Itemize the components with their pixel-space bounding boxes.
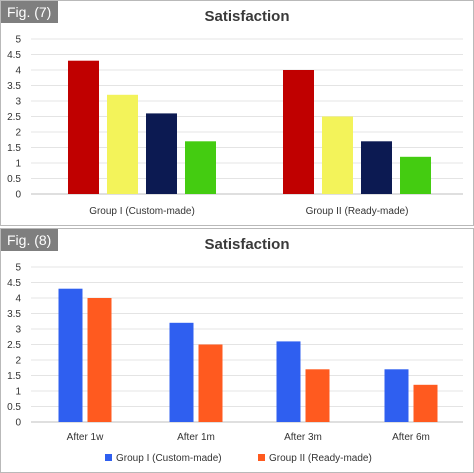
y-tick-label: 1.5: [7, 371, 21, 382]
y-tick-label: 1: [15, 159, 21, 170]
legend-swatch: [258, 454, 265, 461]
y-tick-label: 2: [15, 128, 21, 139]
chart-title: Satisfaction: [204, 236, 289, 253]
x-category-label: After 1w: [67, 432, 104, 443]
y-tick-label: 0.5: [7, 174, 21, 185]
y-tick-label: 3: [15, 325, 21, 336]
bar: [305, 369, 330, 422]
bar: [58, 288, 83, 422]
legend-swatch: [105, 454, 112, 461]
bar: [361, 141, 392, 194]
legend-label: Group II (Ready-made): [269, 453, 372, 464]
y-tick-label: 5: [15, 35, 21, 46]
y-tick-label: 2.5: [7, 112, 21, 123]
figure-7-chart: Satisfaction 0 0.5 1 1.5 2 2.5 3 3.5 4 4.5 5 Group I…: [7, 8, 463, 217]
bar: [400, 156, 431, 194]
y-tick-label: 3.5: [7, 81, 21, 92]
y-tick-label: 4.5: [7, 50, 21, 61]
x-category-label: Group I (Custom-made): [89, 206, 195, 217]
y-tick-label: 4.5: [7, 278, 21, 289]
bar: [87, 298, 112, 422]
figure-7-panel: Satisfaction 0 0.5 1 1.5 2 2.5 3 3.5 4 4.5 5 Group I…: [0, 0, 474, 226]
bar: [198, 344, 223, 422]
y-tick-label: 0: [15, 418, 21, 429]
y-tick-label: 5: [15, 263, 21, 274]
y-tick-label: 4: [15, 294, 21, 305]
x-category-label: After 6m: [392, 432, 430, 443]
chart-title: Satisfaction: [204, 8, 289, 25]
y-tick-label: 1.5: [7, 143, 21, 154]
bar: [185, 141, 216, 194]
bar: [413, 384, 438, 422]
bar: [107, 94, 138, 194]
bar: [146, 113, 177, 194]
figure-8-panel: Satisfaction 0 0.5 1 1.5 2 2.5 3 3.5 4 4.5 5 After 1…: [0, 228, 474, 473]
y-tick-label: 3: [15, 97, 21, 108]
y-tick-label: 1: [15, 387, 21, 398]
bar: [283, 70, 314, 194]
bar: [322, 116, 353, 194]
x-category-label: After 3m: [284, 432, 322, 443]
y-tick-label: 4: [15, 66, 21, 77]
bar: [384, 369, 409, 422]
y-tick-label: 0: [15, 190, 21, 201]
legend-label: Group I (Custom-made): [116, 453, 222, 464]
y-tick-label: 3.5: [7, 309, 21, 320]
x-category-label: After 1m: [177, 432, 215, 443]
figure-7-label: Fig. (7): [1, 1, 59, 23]
bar: [169, 322, 194, 422]
figure-8-label: Fig. (8): [1, 229, 59, 251]
x-category-label: Group II (Ready-made): [306, 206, 409, 217]
y-tick-label: 2: [15, 356, 21, 367]
bar: [276, 341, 301, 422]
bar: [68, 60, 99, 195]
figure-8-chart: Satisfaction 0 0.5 1 1.5 2 2.5 3 3.5 4 4.5 5 After 1…: [7, 236, 463, 464]
y-tick-label: 2.5: [7, 340, 21, 351]
y-tick-label: 0.5: [7, 402, 21, 413]
